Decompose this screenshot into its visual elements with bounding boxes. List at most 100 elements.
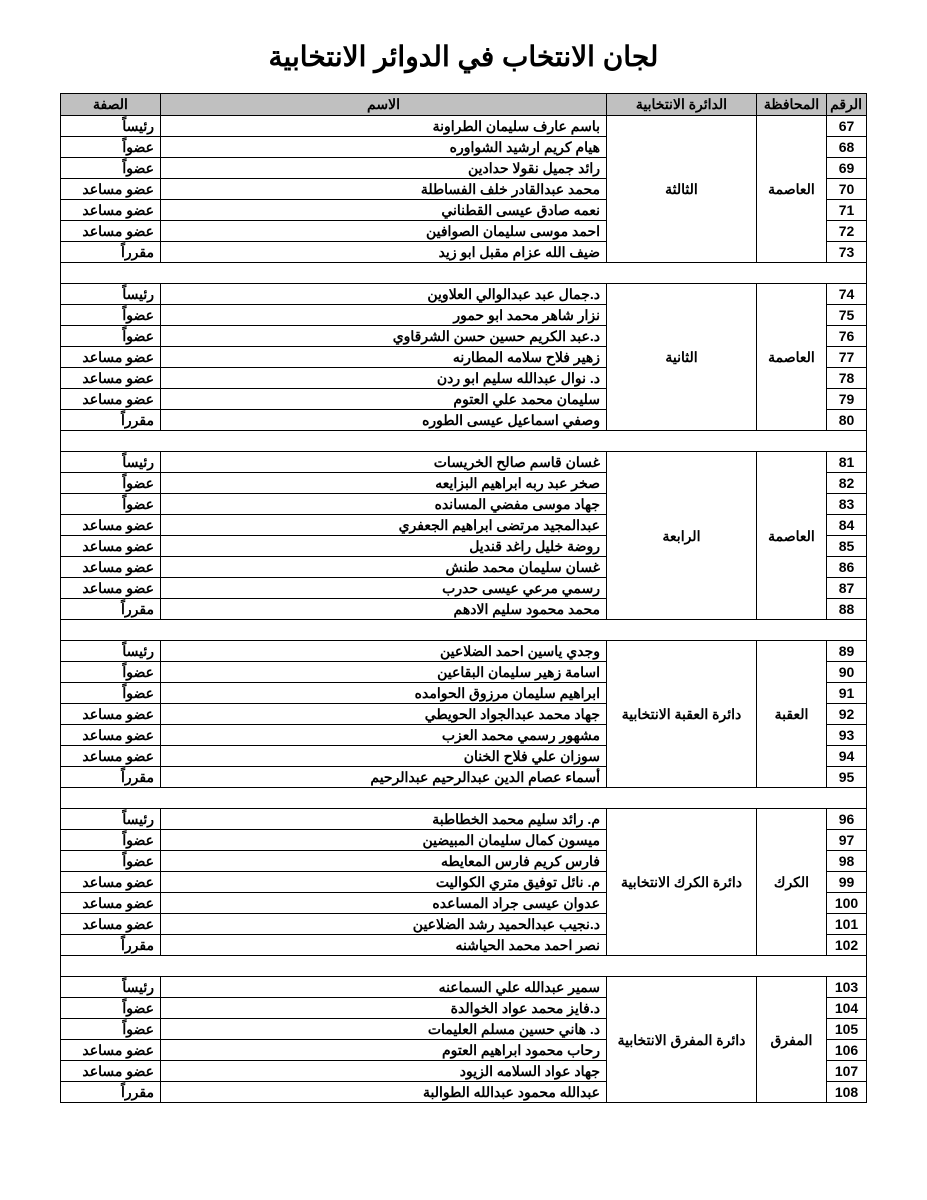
cell-name: محمد محمود سليم الادهم [161, 599, 607, 620]
cell-role: عضو مساعد [61, 893, 161, 914]
cell-number: 83 [827, 494, 867, 515]
table-row: 81العاصمةالرابعةغسان قاسم صالح الخريساتر… [61, 452, 867, 473]
cell-district: دائرة الكرك الانتخابية [607, 809, 757, 956]
cell-name: روضة خليل راغد قنديل [161, 536, 607, 557]
cell-name: صخر عبد ربه ابراهيم البزايعه [161, 473, 607, 494]
cell-role: عضو مساعد [61, 536, 161, 557]
cell-number: 99 [827, 872, 867, 893]
cell-number: 79 [827, 389, 867, 410]
cell-name: رسمي مرعي عيسى حدرب [161, 578, 607, 599]
cell-role: عضو مساعد [61, 914, 161, 935]
cell-role: رئيساً [61, 977, 161, 998]
spacer-row [61, 788, 867, 809]
cell-role: عضواً [61, 1019, 161, 1040]
cell-number: 100 [827, 893, 867, 914]
cell-number: 90 [827, 662, 867, 683]
cell-role: عضو مساعد [61, 557, 161, 578]
cell-name: زهير فلاح سلامه المطارنه [161, 347, 607, 368]
cell-number: 95 [827, 767, 867, 788]
spacer-row [61, 263, 867, 284]
cell-role: مقرراً [61, 1082, 161, 1103]
spacer-row [61, 620, 867, 641]
cell-number: 69 [827, 158, 867, 179]
cell-name: مشهور رسمي محمد العزب [161, 725, 607, 746]
table-row: 103المفرقدائرة المفرق الانتخابيةسمير عبد… [61, 977, 867, 998]
cell-role: عضواً [61, 326, 161, 347]
cell-name: عدوان عيسى جراد المساعده [161, 893, 607, 914]
cell-name: فارس كريم فارس المعايطه [161, 851, 607, 872]
cell-role: مقرراً [61, 242, 161, 263]
cell-role: مقرراً [61, 410, 161, 431]
cell-role: عضو مساعد [61, 389, 161, 410]
cell-role: عضو مساعد [61, 368, 161, 389]
cell-role: رئيساً [61, 452, 161, 473]
cell-number: 71 [827, 200, 867, 221]
cell-name: أسماء عصام الدين عبدالرحيم عبدالرحيم [161, 767, 607, 788]
cell-role: عضو مساعد [61, 725, 161, 746]
cell-role: عضواً [61, 851, 161, 872]
cell-name: د.جمال عبد عبدالوالي العلاوين [161, 284, 607, 305]
page-title: لجان الانتخاب في الدوائر الانتخابية [60, 40, 867, 73]
cell-role: عضواً [61, 683, 161, 704]
cell-role: رئيساً [61, 116, 161, 137]
cell-number: 107 [827, 1061, 867, 1082]
cell-name: احمد موسى سليمان الصوافين [161, 221, 607, 242]
cell-number: 94 [827, 746, 867, 767]
cell-name: سليمان محمد علي العتوم [161, 389, 607, 410]
cell-name: جهاد محمد عبدالجواد الحويطي [161, 704, 607, 725]
cell-name: محمد عبدالقادر خلف الفساطلة [161, 179, 607, 200]
cell-name: م. نائل توفيق متري الكواليت [161, 872, 607, 893]
cell-number: 68 [827, 137, 867, 158]
cell-number: 102 [827, 935, 867, 956]
cell-number: 105 [827, 1019, 867, 1040]
cell-number: 97 [827, 830, 867, 851]
header-gov: المحافظة [757, 94, 827, 116]
cell-number: 89 [827, 641, 867, 662]
cell-role: عضو مساعد [61, 515, 161, 536]
cell-name: باسم عارف سليمان الطراونة [161, 116, 607, 137]
header-name: الاسم [161, 94, 607, 116]
cell-number: 80 [827, 410, 867, 431]
cell-governorate: المفرق [757, 977, 827, 1103]
cell-number: 84 [827, 515, 867, 536]
cell-name: اسامة زهير سليمان البقاعين [161, 662, 607, 683]
cell-number: 98 [827, 851, 867, 872]
cell-number: 108 [827, 1082, 867, 1103]
cell-name: د.فايز محمد عواد الخوالدة [161, 998, 607, 1019]
cell-role: عضو مساعد [61, 704, 161, 725]
cell-number: 104 [827, 998, 867, 1019]
cell-name: وجدي ياسين احمد الضلاعين [161, 641, 607, 662]
cell-number: 82 [827, 473, 867, 494]
cell-name: هيام كريم ارشيد الشواوره [161, 137, 607, 158]
cell-role: عضو مساعد [61, 1061, 161, 1082]
header-role: الصفة [61, 94, 161, 116]
cell-number: 87 [827, 578, 867, 599]
table-row: 89العقبةدائرة العقبة الانتخابيةوجدي ياسي… [61, 641, 867, 662]
cell-district: دائرة العقبة الانتخابية [607, 641, 757, 788]
cell-role: عضواً [61, 998, 161, 1019]
cell-name: نعمه صادق عيسى القطناني [161, 200, 607, 221]
cell-name: عبدالله محمود عبدالله الطوالبة [161, 1082, 607, 1103]
cell-name: رائد جميل نقولا حدادين [161, 158, 607, 179]
table-row: 74العاصمةالثانيةد.جمال عبد عبدالوالي الع… [61, 284, 867, 305]
cell-role: عضو مساعد [61, 1040, 161, 1061]
cell-role: مقرراً [61, 767, 161, 788]
spacer-row [61, 956, 867, 977]
cell-role: مقرراً [61, 935, 161, 956]
cell-number: 76 [827, 326, 867, 347]
cell-number: 70 [827, 179, 867, 200]
committee-table: الرقم المحافظة الدائرة الانتخابية الاسم … [60, 93, 867, 1103]
cell-name: عبدالمجيد مرتضى ابراهيم الجعفري [161, 515, 607, 536]
cell-number: 75 [827, 305, 867, 326]
cell-role: عضواً [61, 473, 161, 494]
cell-name: نصر احمد محمد الحياشنه [161, 935, 607, 956]
cell-name: جهاد عواد السلامه الزيود [161, 1061, 607, 1082]
cell-role: عضو مساعد [61, 746, 161, 767]
cell-role: عضواً [61, 830, 161, 851]
cell-number: 101 [827, 914, 867, 935]
header-dist: الدائرة الانتخابية [607, 94, 757, 116]
cell-role: عضواً [61, 494, 161, 515]
cell-role: عضواً [61, 305, 161, 326]
cell-governorate: العاصمة [757, 116, 827, 263]
cell-number: 106 [827, 1040, 867, 1061]
